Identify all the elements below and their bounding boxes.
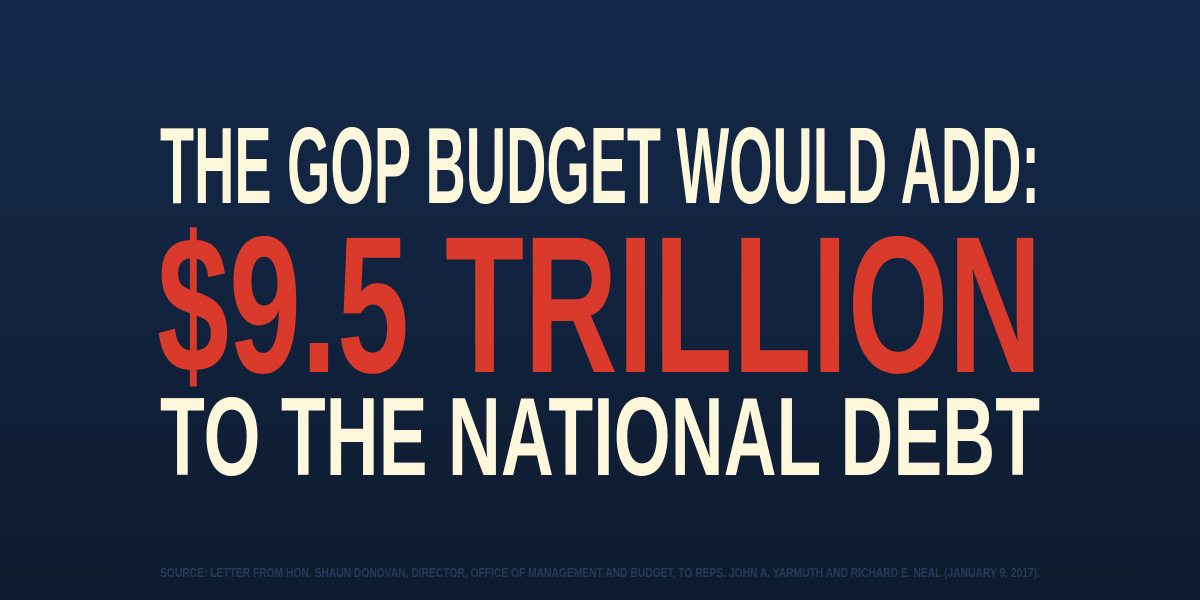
- headline-amount: $9.5 TRILLION: [157, 196, 1042, 414]
- headline-line: TO THE NATIONAL DEBT: [160, 375, 1040, 499]
- source-note: SOURCE: LETTER FROM HON. SHAUN DONOVAN, …: [160, 565, 1040, 580]
- headline-line: THE GOP BUDGET WOULD ADD:: [160, 105, 1040, 227]
